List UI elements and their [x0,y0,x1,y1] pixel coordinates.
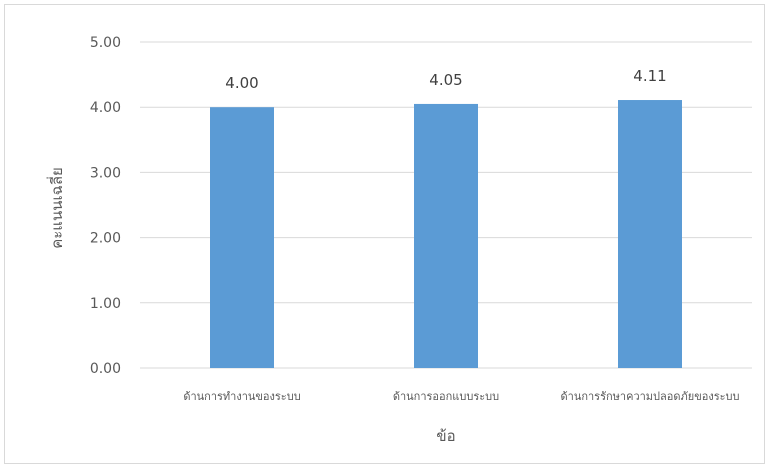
x-category-label: ด้านการออกแบบระบบ [393,390,499,403]
data-label: 4.11 [633,67,666,85]
y-tick-label: 4.00 [90,100,121,116]
bars [210,100,682,368]
y-axis-label: คะแนนเฉลี่ย [46,167,66,249]
data-label: 4.05 [429,71,462,89]
x-category-label: ด้านการรักษาความปลอดภัยของระบบ [561,390,740,403]
x-axis-label: ข้อ [436,427,455,445]
bar [618,100,682,368]
y-tick-label: 0.00 [90,361,121,377]
bar [210,107,274,368]
y-tick-label: 2.00 [90,231,121,247]
y-tick-label: 3.00 [90,165,121,181]
data-labels: 4.00 4.05 4.11 [225,67,666,92]
y-axis-ticks: 0.00 1.00 2.00 3.00 4.00 5.00 [90,35,121,377]
x-axis-categories: ด้านการทำงานของระบบ ด้านการออกแบบระบบ ด้าน… [183,390,739,403]
x-category-label: ด้านการทำงานของระบบ [183,390,300,403]
data-label: 4.00 [225,74,258,92]
y-tick-label: 5.00 [90,35,121,51]
y-tick-label: 1.00 [90,296,121,312]
bar [414,103,478,368]
